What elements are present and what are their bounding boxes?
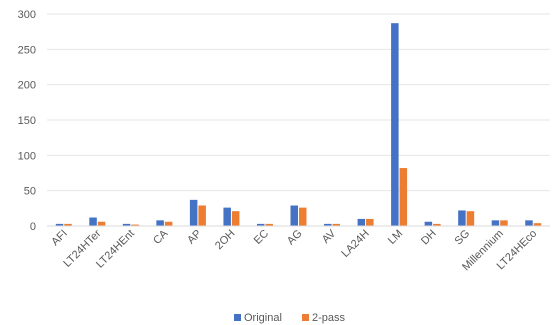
bar-original (223, 207, 231, 226)
x-tick-label: LA24H (339, 228, 371, 260)
bar-2-pass (198, 205, 206, 226)
y-tick-label: 250 (18, 44, 36, 56)
bar-2-pass (466, 211, 475, 226)
bar-original (525, 220, 533, 226)
y-tick-label: 200 (18, 80, 36, 92)
legend-label-2-pass: 2-pass (312, 312, 346, 324)
bar-2-pass (399, 168, 408, 226)
x-tick-label: 2OH (213, 228, 238, 253)
x-tick-label: AFI (49, 228, 70, 249)
bar-2-pass (433, 223, 441, 226)
y-axis-tick-labels: 0 50 100 150 200 250 300 (18, 9, 36, 233)
x-tick-label: EC (252, 228, 271, 247)
x-tick-label: SG (453, 228, 473, 248)
bar-2-pass (366, 218, 374, 226)
y-tick-label: 50 (24, 186, 36, 198)
bar-original (156, 220, 164, 226)
x-tick-label: AG (285, 228, 305, 248)
y-tick-label: 0 (30, 221, 36, 233)
legend: Original 2-pass (234, 312, 346, 324)
bar-original (324, 223, 332, 226)
x-tick-label: CA (151, 227, 171, 247)
x-tick-label: AV (320, 227, 339, 246)
x-tick-label: DH (419, 228, 439, 248)
y-tick-label: 100 (18, 150, 36, 162)
y-tick-label: 300 (18, 9, 36, 21)
bar-original (55, 223, 64, 226)
bar-2-pass (131, 224, 139, 226)
x-tick-label: AP (185, 228, 204, 247)
bar-original (189, 199, 198, 226)
bar-original (458, 210, 466, 226)
bar-original (491, 220, 500, 226)
bar-original (391, 23, 399, 227)
gridlines (47, 13, 550, 192)
bar-original (357, 218, 366, 226)
bar-2-pass (64, 223, 72, 226)
legend-label-original: Original (244, 312, 282, 324)
bar-2-pass (231, 211, 240, 226)
bar-2-pass (97, 221, 106, 226)
legend-swatch-2-pass (302, 314, 309, 321)
bar-original (424, 221, 433, 226)
bar-original (256, 223, 265, 226)
bar-2-pass (299, 207, 307, 226)
bar-2-pass (164, 221, 173, 226)
bars (55, 23, 542, 227)
legend-swatch-original (234, 314, 241, 321)
bar-original (122, 223, 131, 226)
bar-2-pass (265, 223, 273, 226)
x-tick-label: LM (386, 228, 405, 247)
bar-2-pass (533, 223, 542, 226)
bar-original (89, 217, 97, 226)
bar-original (290, 205, 298, 226)
bar-2-pass (332, 223, 341, 226)
y-tick-label: 150 (18, 115, 36, 127)
bar-2-pass (500, 220, 508, 226)
